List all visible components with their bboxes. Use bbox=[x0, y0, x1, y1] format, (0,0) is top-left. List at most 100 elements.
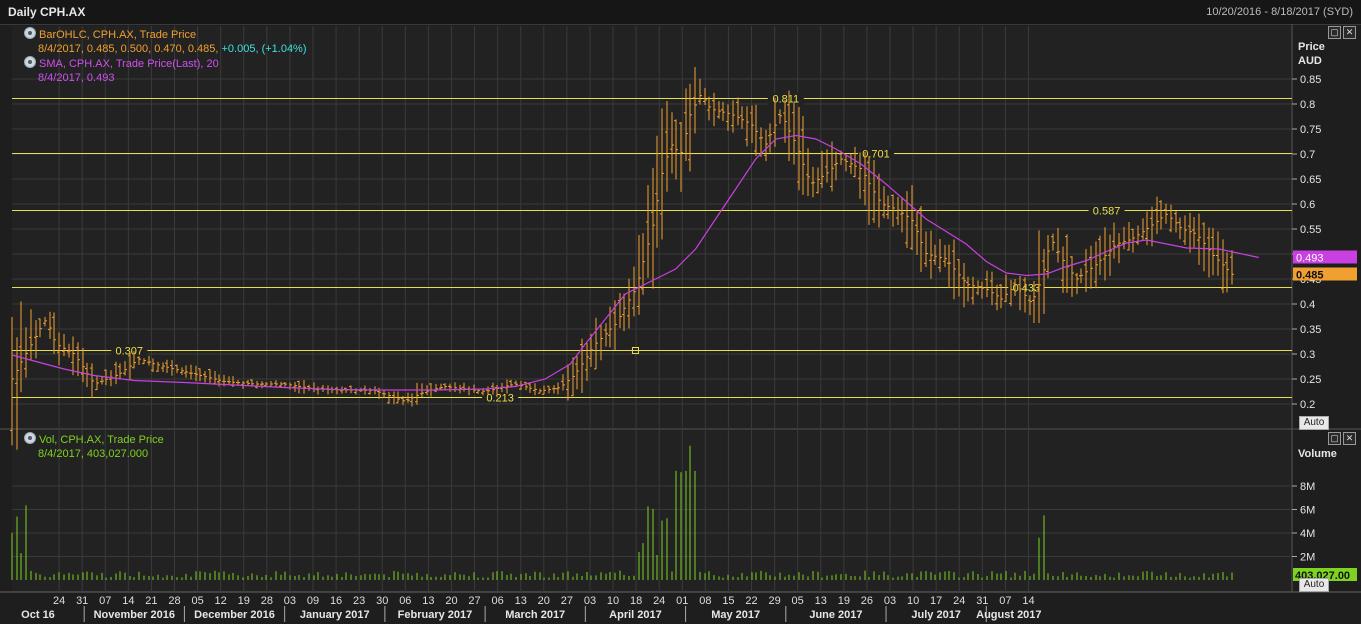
volume-pane bbox=[12, 430, 1292, 592]
ohlc-bar bbox=[938, 239, 942, 273]
volume-pane-restore-icon[interactable]: ▢ bbox=[1328, 432, 1341, 445]
ohlc-bar bbox=[693, 67, 697, 134]
ohlc-bar bbox=[736, 97, 740, 126]
ohlc-bar bbox=[556, 382, 560, 395]
ohlc-bar bbox=[943, 244, 947, 268]
ohlc-bar bbox=[448, 383, 452, 392]
level-label: 0.701 bbox=[862, 149, 890, 161]
ohlc-bar bbox=[773, 97, 777, 147]
ohlc-bar bbox=[896, 196, 900, 225]
ohlc-bar bbox=[1225, 252, 1229, 293]
ohlc-bar bbox=[142, 358, 146, 365]
volume-auto-scale-button[interactable]: Auto bbox=[1299, 578, 1329, 592]
ohlc-bar bbox=[34, 320, 38, 359]
ohlc-bar bbox=[924, 231, 928, 268]
volume-series-toggle-icon[interactable] bbox=[24, 432, 36, 444]
level-label: 0.587 bbox=[1093, 206, 1121, 218]
ohlc-bar bbox=[528, 383, 532, 393]
ohlc-bar bbox=[707, 96, 711, 121]
price-pane-restore-icon[interactable]: ▢ bbox=[1328, 26, 1341, 39]
ohlc-bar bbox=[712, 92, 716, 127]
ohlc-bar bbox=[118, 363, 122, 380]
x-tick-label: 13 bbox=[422, 595, 434, 607]
ohlc-bar bbox=[19, 301, 23, 393]
ohlc-bar bbox=[208, 369, 212, 385]
ohlc-bar bbox=[929, 230, 933, 279]
x-tick-label: 09 bbox=[307, 595, 319, 607]
volume-series-values: 8/4/2017, 403,027.000 bbox=[38, 448, 149, 460]
ohlc-bar bbox=[1023, 277, 1027, 313]
ohlc-bar bbox=[1164, 203, 1168, 224]
ohlc-bar bbox=[768, 123, 772, 153]
ohlc-bar bbox=[792, 102, 796, 165]
volume-bars bbox=[11, 445, 1233, 580]
ohlc-bar bbox=[406, 392, 410, 403]
ohlc-bar bbox=[849, 153, 853, 174]
level-label: 0.307 bbox=[116, 346, 144, 358]
x-tick-label: 26 bbox=[861, 595, 873, 607]
y-tick-label: 0.65 bbox=[1300, 174, 1321, 186]
ohlc-bar bbox=[853, 146, 857, 178]
ohlc-bar bbox=[1131, 228, 1135, 253]
ohlc-bar bbox=[759, 127, 763, 157]
price-last-tag bbox=[1293, 267, 1357, 281]
ohlc-bar bbox=[872, 160, 876, 223]
x-tick-label: 19 bbox=[238, 595, 250, 607]
ohlc-bar bbox=[194, 365, 198, 382]
ohlc-bar bbox=[547, 385, 551, 394]
ohlc-bar bbox=[170, 359, 174, 376]
ohlc-bar bbox=[156, 361, 160, 373]
ohlc-bar bbox=[726, 104, 730, 131]
ohlc-bar bbox=[834, 151, 838, 181]
sma-last-label: 0.493 bbox=[1296, 253, 1324, 265]
level-label: 0.433 bbox=[1013, 283, 1041, 295]
ohlc-bar bbox=[721, 101, 725, 121]
volume-pane-close-icon[interactable]: ✕ bbox=[1343, 432, 1356, 445]
sma-series-toggle-icon[interactable] bbox=[24, 56, 36, 68]
y-tick-label: 0.4 bbox=[1300, 299, 1315, 311]
ohlc-bar bbox=[717, 101, 721, 119]
ohlc-bar bbox=[698, 78, 702, 105]
ohlc-bar bbox=[180, 367, 184, 375]
ohlc-bar bbox=[820, 150, 824, 189]
level-label-bg bbox=[111, 344, 148, 357]
ohlc-bar bbox=[1032, 281, 1036, 324]
x-tick-label: 14 bbox=[1022, 595, 1034, 607]
price-pane-close-icon[interactable]: ✕ bbox=[1343, 26, 1356, 39]
ohlc-bar bbox=[952, 239, 956, 300]
ohlc-bar bbox=[933, 244, 937, 266]
level-label-bg bbox=[858, 147, 895, 160]
title-bar: Daily CPH.AX 10/20/2016 - 8/18/2017 (SYD… bbox=[0, 0, 1361, 25]
ohlc-bar bbox=[132, 351, 136, 369]
price-auto-scale-button[interactable]: Auto bbox=[1299, 416, 1329, 430]
bar-series-toggle-icon[interactable] bbox=[24, 27, 36, 39]
ohlc-bar bbox=[867, 156, 871, 225]
ohlc-bar bbox=[811, 166, 815, 198]
level-label: 0.213 bbox=[486, 393, 514, 405]
ohlc-bar bbox=[52, 312, 56, 354]
ohlc-bar bbox=[1079, 268, 1083, 284]
ohlc-bar bbox=[62, 334, 66, 357]
ohlc-bar bbox=[604, 323, 608, 347]
x-tick-label: 10 bbox=[607, 595, 619, 607]
price-last-label: 0.485 bbox=[1296, 270, 1324, 282]
ohlc-bar bbox=[1051, 233, 1055, 251]
level-label-bg bbox=[1008, 281, 1045, 294]
level-label-bg bbox=[1088, 204, 1125, 217]
ohlc-bar bbox=[797, 106, 801, 191]
volume-axis-title: Volume bbox=[1298, 448, 1337, 460]
ohlc-bar bbox=[189, 364, 193, 380]
ohlc-bar bbox=[29, 309, 33, 360]
ohlc-bar bbox=[1188, 212, 1192, 253]
ohlc-bar bbox=[787, 90, 791, 161]
level-handle bbox=[631, 347, 639, 354]
x-tick-label: 28 bbox=[168, 595, 180, 607]
ohlc-bar bbox=[1141, 218, 1145, 241]
ohlc-bar bbox=[1004, 274, 1008, 303]
ohlc-bar bbox=[900, 197, 904, 233]
ohlc-bar bbox=[561, 374, 565, 391]
ohlc-bar bbox=[886, 195, 890, 219]
ohlc-bar bbox=[48, 311, 52, 339]
ohlc-bar bbox=[995, 284, 999, 311]
